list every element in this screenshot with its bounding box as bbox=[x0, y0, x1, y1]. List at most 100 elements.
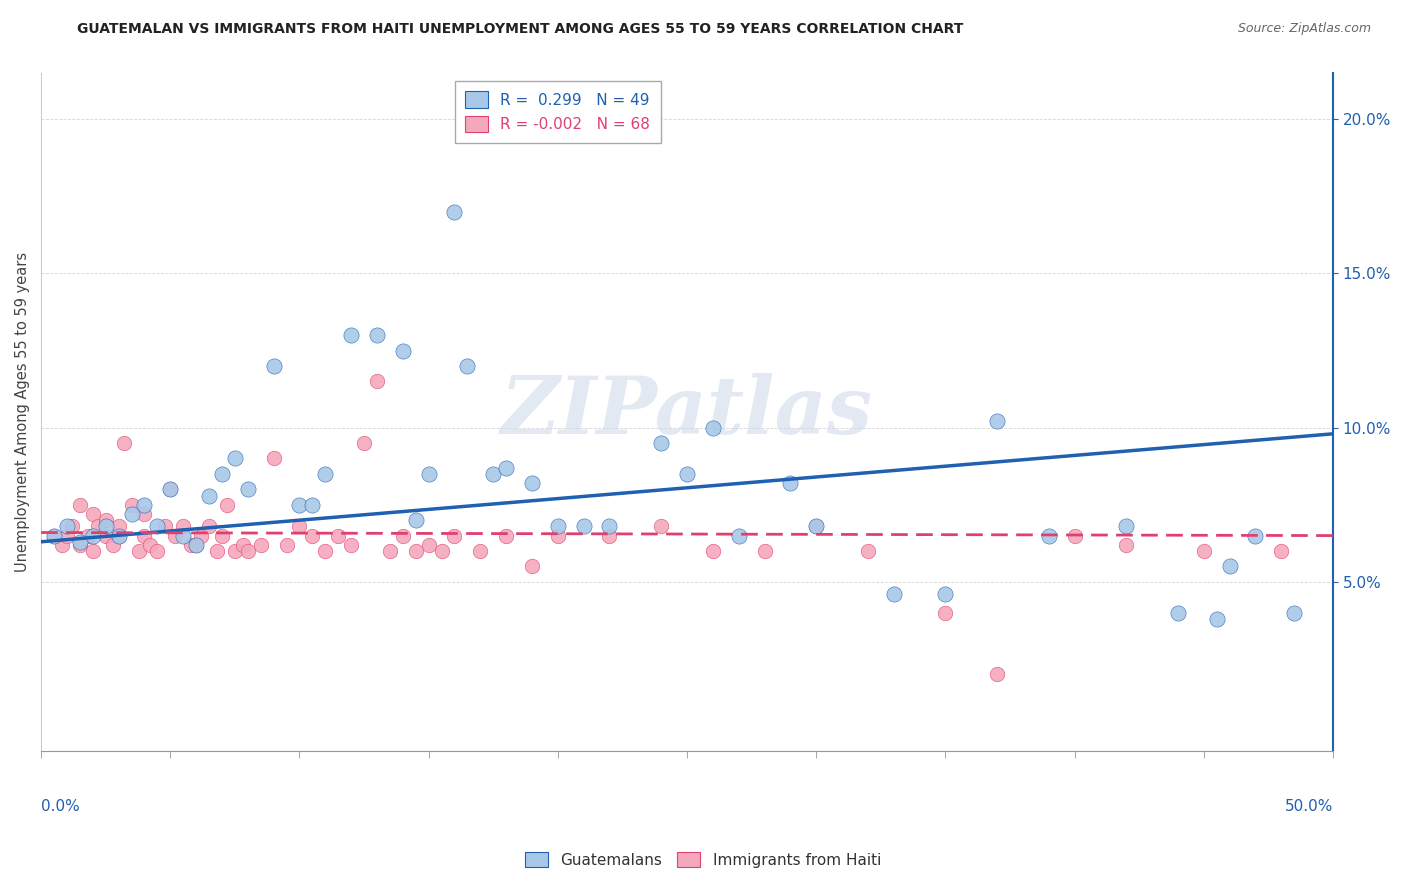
Point bbox=[353, 436, 375, 450]
Point bbox=[391, 343, 413, 358]
Legend: R =  0.299   N = 49, R = -0.002   N = 68: R = 0.299 N = 49, R = -0.002 N = 68 bbox=[454, 80, 661, 143]
Point bbox=[288, 519, 311, 533]
Point bbox=[172, 528, 194, 542]
Point bbox=[87, 519, 110, 533]
Point bbox=[159, 483, 181, 497]
Point bbox=[134, 498, 156, 512]
Point bbox=[288, 498, 311, 512]
Point bbox=[184, 538, 207, 552]
Point bbox=[172, 519, 194, 533]
Y-axis label: Unemployment Among Ages 55 to 59 years: Unemployment Among Ages 55 to 59 years bbox=[15, 252, 30, 573]
Point bbox=[806, 519, 828, 533]
Text: Source: ZipAtlas.com: Source: ZipAtlas.com bbox=[1237, 22, 1371, 36]
Point bbox=[1167, 606, 1189, 620]
Point bbox=[366, 328, 388, 343]
Point bbox=[806, 519, 828, 533]
Point bbox=[236, 544, 259, 558]
Point bbox=[482, 467, 505, 481]
Point bbox=[405, 513, 427, 527]
Point bbox=[94, 528, 117, 542]
Point bbox=[249, 538, 271, 552]
Point bbox=[418, 467, 440, 481]
Point bbox=[378, 544, 401, 558]
Point bbox=[702, 420, 724, 434]
Point bbox=[224, 451, 246, 466]
Point bbox=[1192, 544, 1215, 558]
Point bbox=[128, 544, 150, 558]
Point bbox=[190, 528, 212, 542]
Point bbox=[232, 538, 254, 552]
Point bbox=[779, 476, 801, 491]
Point bbox=[276, 538, 298, 552]
Point bbox=[883, 587, 905, 601]
Point bbox=[934, 606, 956, 620]
Point bbox=[1244, 528, 1267, 542]
Point bbox=[495, 460, 517, 475]
Point bbox=[76, 528, 98, 542]
Point bbox=[328, 528, 350, 542]
Point bbox=[107, 528, 129, 542]
Point bbox=[211, 528, 233, 542]
Point bbox=[934, 587, 956, 601]
Point bbox=[184, 538, 207, 552]
Point bbox=[1282, 606, 1305, 620]
Point bbox=[56, 519, 79, 533]
Point bbox=[676, 467, 699, 481]
Point bbox=[112, 436, 135, 450]
Point bbox=[82, 544, 104, 558]
Point bbox=[236, 483, 259, 497]
Point bbox=[650, 436, 672, 450]
Point bbox=[60, 519, 83, 533]
Point bbox=[180, 538, 202, 552]
Point bbox=[430, 544, 453, 558]
Point bbox=[391, 528, 413, 542]
Point bbox=[42, 528, 65, 542]
Point bbox=[146, 519, 169, 533]
Point bbox=[56, 528, 79, 542]
Point bbox=[520, 559, 543, 574]
Point bbox=[702, 544, 724, 558]
Point bbox=[405, 544, 427, 558]
Point bbox=[1038, 528, 1060, 542]
Point bbox=[598, 528, 620, 542]
Legend: Guatemalans, Immigrants from Haiti: Guatemalans, Immigrants from Haiti bbox=[519, 846, 887, 873]
Point bbox=[572, 519, 595, 533]
Point bbox=[94, 513, 117, 527]
Point bbox=[121, 507, 143, 521]
Point bbox=[82, 528, 104, 542]
Point bbox=[198, 519, 221, 533]
Point bbox=[1219, 559, 1241, 574]
Point bbox=[547, 519, 569, 533]
Point bbox=[263, 451, 285, 466]
Point bbox=[418, 538, 440, 552]
Point bbox=[443, 528, 465, 542]
Point bbox=[138, 538, 160, 552]
Point bbox=[986, 667, 1008, 681]
Point bbox=[94, 519, 117, 533]
Point bbox=[205, 544, 228, 558]
Point bbox=[51, 538, 73, 552]
Text: GUATEMALAN VS IMMIGRANTS FROM HAITI UNEMPLOYMENT AMONG AGES 55 TO 59 YEARS CORRE: GUATEMALAN VS IMMIGRANTS FROM HAITI UNEM… bbox=[77, 22, 963, 37]
Point bbox=[366, 375, 388, 389]
Point bbox=[495, 528, 517, 542]
Point bbox=[107, 519, 129, 533]
Point bbox=[456, 359, 478, 373]
Point bbox=[198, 488, 221, 502]
Point bbox=[69, 538, 91, 552]
Point bbox=[217, 498, 239, 512]
Point bbox=[547, 528, 569, 542]
Point bbox=[134, 507, 156, 521]
Point bbox=[134, 528, 156, 542]
Point bbox=[650, 519, 672, 533]
Point bbox=[1115, 519, 1137, 533]
Point bbox=[340, 538, 363, 552]
Point bbox=[159, 483, 181, 497]
Point bbox=[165, 528, 187, 542]
Point bbox=[121, 498, 143, 512]
Point bbox=[986, 415, 1008, 429]
Point bbox=[107, 528, 129, 542]
Text: 50.0%: 50.0% bbox=[1285, 799, 1333, 814]
Point bbox=[69, 534, 91, 549]
Point bbox=[856, 544, 879, 558]
Point bbox=[754, 544, 776, 558]
